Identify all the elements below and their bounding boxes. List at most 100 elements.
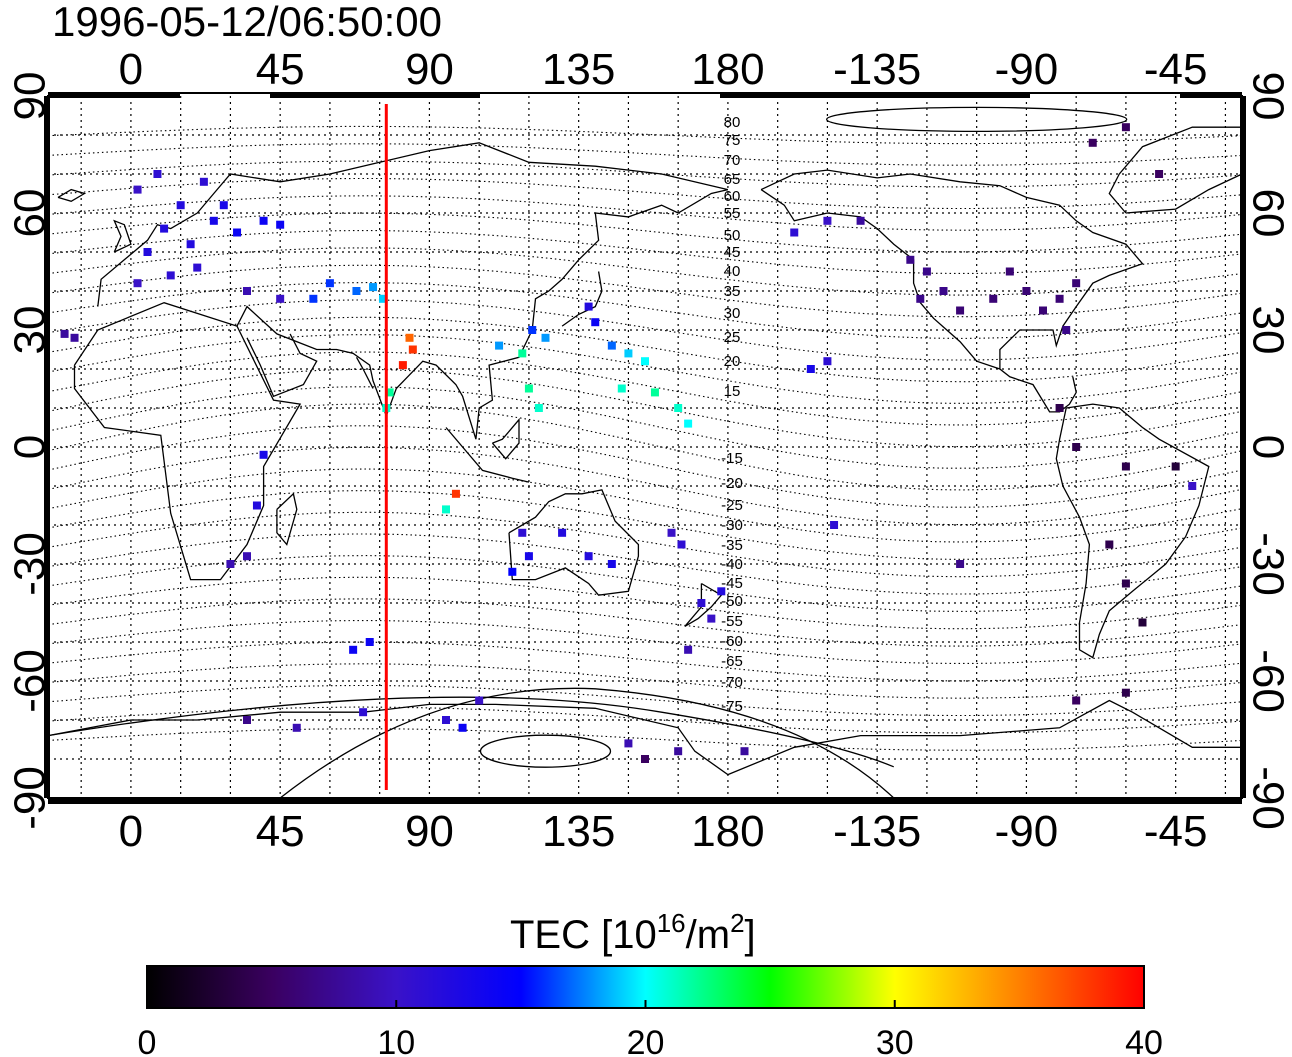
colorbar-title: TEC [1016/m2] [510, 908, 756, 957]
south-pole-contour [479, 734, 612, 768]
coastline-path [73, 302, 302, 581]
tec-point [233, 228, 242, 237]
tec-point [359, 708, 368, 717]
right-lat-label: 30 [1244, 306, 1292, 355]
tec-point [823, 216, 832, 225]
coastline-path [1055, 403, 1210, 659]
tec-point [259, 450, 268, 459]
top-tick-label: 180 [691, 45, 764, 94]
contour-line [48, 425, 1242, 508]
north-pole-contour [826, 106, 1128, 133]
tec-point [1072, 279, 1081, 288]
tec-point [276, 294, 285, 303]
contour-label: 65 [724, 171, 741, 188]
bottom-tick-label: 90 [405, 807, 454, 856]
tec-point [378, 294, 387, 303]
contour-line [48, 728, 1242, 751]
tec-point [442, 505, 450, 514]
tec-point [193, 263, 202, 272]
south-pole-contour [279, 687, 895, 798]
tec-point [243, 716, 251, 724]
tec-point [252, 501, 261, 510]
contour-line [48, 468, 1242, 543]
contour-line [48, 368, 1242, 448]
tec-point [133, 185, 142, 194]
tec-point [365, 638, 374, 646]
tec-point [143, 248, 152, 256]
frame-bar-gap [480, 94, 720, 98]
coastline-path [508, 489, 640, 596]
tec-point [209, 216, 218, 225]
contour-line [48, 247, 1242, 296]
tec-point [1155, 170, 1164, 178]
tec-point [276, 220, 285, 229]
tec-point [1121, 579, 1130, 588]
tec-point [219, 201, 228, 210]
tec-point [617, 384, 626, 393]
tec-data-points [60, 123, 1197, 763]
contour-line [48, 386, 1242, 469]
colorbar-tick-label: 10 [377, 1024, 415, 1057]
top-tick-label: 45 [256, 45, 305, 94]
bottom-tick-label: -135 [833, 807, 921, 856]
bottom-tick-label: 0 [119, 807, 143, 856]
contour-label: 75 [724, 132, 741, 149]
frame-bar-gap [1030, 94, 1180, 98]
frame-bar [48, 798, 1242, 804]
contour-line [48, 684, 1242, 717]
top-axis-ticks: 0 45 90 135 180 -135 -90 -45 [119, 45, 1208, 94]
bottom-tick-label: 180 [691, 807, 764, 856]
tec-point [534, 404, 543, 412]
tec-point [1121, 462, 1130, 471]
frame-bar [44, 96, 50, 798]
bottom-tick-label: -90 [995, 807, 1059, 856]
tec-point [325, 279, 334, 288]
coastline-path [113, 219, 132, 253]
tec-point [641, 357, 649, 366]
tec-point [667, 528, 676, 537]
colorbar-tick-label: 40 [1125, 1024, 1163, 1057]
tec-point [1121, 688, 1130, 697]
contour-label: 70 [724, 152, 741, 169]
coastline-path [1108, 126, 1242, 214]
tec-point [1022, 287, 1031, 295]
tec-point [806, 365, 815, 373]
right-lat-label: -60 [1244, 649, 1292, 713]
coastline-path [491, 417, 520, 460]
top-tick-label: 0 [119, 45, 143, 94]
coastline-path [97, 142, 729, 307]
coastline-path [445, 427, 530, 483]
contour-line [48, 641, 1242, 682]
top-tick-label: -45 [1144, 45, 1208, 94]
contour-label: 30 [724, 305, 741, 322]
tec-point [369, 283, 378, 292]
tec-point [243, 287, 251, 295]
bottom-axis-ticks: 0 45 90 135 180 -135 -90 -45 [119, 807, 1208, 856]
tec-point [707, 614, 716, 623]
frame-border-bars [44, 92, 1246, 804]
contour-label: -30 [721, 517, 743, 534]
contour-line [48, 620, 1242, 664]
bottom-tick-label: -45 [1144, 807, 1208, 856]
tec-point [1188, 482, 1197, 490]
contour-line [48, 282, 1242, 339]
tec-point [790, 228, 799, 237]
tec-point [1005, 267, 1014, 276]
tec-point [677, 540, 686, 549]
tec-point [1072, 443, 1081, 451]
contour-line [48, 351, 1242, 426]
tec-point [823, 357, 832, 366]
contour-line [48, 446, 1242, 526]
tec-point [956, 560, 965, 568]
tec-point [166, 271, 175, 280]
south-pole-contour [48, 696, 894, 768]
tec-point [674, 404, 683, 412]
tec-point [518, 528, 527, 537]
contour-label: 15 [724, 383, 741, 400]
coastline-path [236, 188, 729, 440]
coastline-path [760, 169, 1144, 413]
contour-label: -45 [721, 575, 743, 592]
contour-label: -15 [721, 450, 743, 467]
tec-point [641, 755, 649, 763]
